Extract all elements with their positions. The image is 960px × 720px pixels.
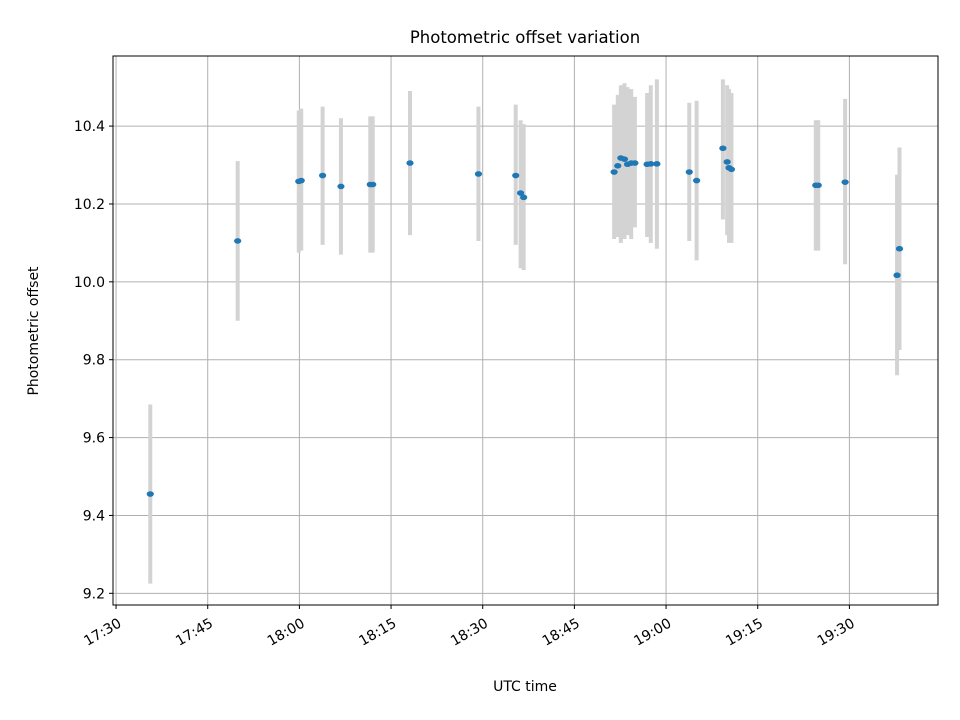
data-point: [369, 181, 377, 188]
axis-ticks: 17:30 17:45 18:00 18:15 18:30 18:45 19:00 19:15…: [74, 119, 858, 649]
data-point: [512, 172, 520, 179]
data-point: [723, 159, 731, 165]
error-bars: [148, 79, 902, 584]
x-tick-label: 17:45: [173, 616, 216, 650]
x-tick-label: 18:00: [265, 616, 308, 650]
x-tick-label: 17:30: [81, 616, 124, 650]
data-point: [610, 169, 618, 175]
x-tick-label: 18:45: [540, 616, 583, 650]
chart-title: Photometric offset variation: [410, 28, 640, 47]
data-point: [517, 190, 525, 196]
data-point: [841, 179, 849, 185]
y-tick-label: 10.0: [74, 275, 105, 291]
data-point: [685, 169, 693, 175]
x-axis-label: UTC time: [493, 679, 557, 695]
y-tick-label: 9.6: [83, 431, 105, 447]
data-point: [319, 172, 327, 179]
y-tick-label: 10.4: [74, 119, 105, 135]
x-tick-label: 18:15: [356, 616, 399, 650]
grid-lines: [113, 56, 938, 605]
data-points: [146, 145, 904, 497]
data-point: [614, 163, 622, 169]
data-point: [893, 272, 901, 279]
data-point: [631, 160, 639, 166]
y-tick-label: 10.2: [74, 197, 105, 213]
data-point: [337, 183, 345, 190]
data-point: [719, 145, 727, 152]
data-point: [406, 160, 414, 166]
data-point: [474, 171, 483, 177]
data-point: [727, 166, 736, 173]
x-tick-label: 18:30: [448, 616, 491, 650]
x-tick-label: 19:15: [723, 616, 766, 650]
data-point: [520, 194, 528, 201]
data-point: [814, 182, 822, 189]
y-tick-label: 9.2: [83, 586, 105, 602]
data-point: [647, 161, 655, 167]
plot-frame: [112, 55, 939, 606]
data-point: [693, 177, 701, 184]
data-point: [297, 177, 305, 184]
y-axis-label: Photometric offset: [26, 266, 42, 396]
data-point: [895, 245, 904, 252]
data-point: [620, 156, 629, 162]
data-point: [234, 238, 242, 244]
data-point: [146, 491, 154, 497]
data-point: [653, 161, 661, 167]
y-tick-label: 9.8: [83, 353, 105, 369]
x-tick-label: 19:30: [815, 616, 858, 650]
x-tick-label: 19:00: [631, 616, 674, 650]
y-tick-label: 9.4: [83, 508, 105, 524]
